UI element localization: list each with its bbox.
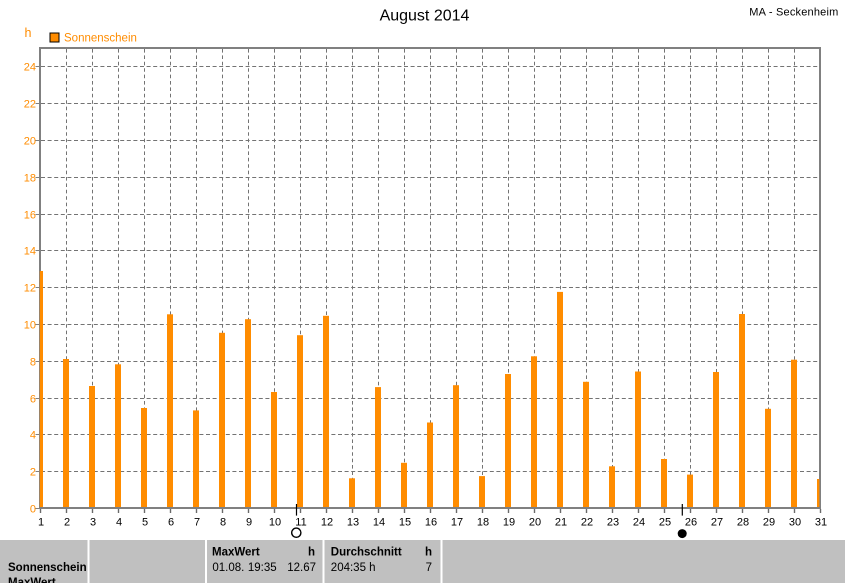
svg-text:h: h [425,546,432,558]
svg-text:10: 10 [269,517,281,529]
svg-text:24: 24 [24,62,36,74]
svg-text:5: 5 [142,517,148,529]
svg-text:2: 2 [64,517,70,529]
svg-text:6: 6 [168,517,174,529]
svg-text:MaxWert: MaxWert [8,577,56,583]
svg-text:3: 3 [90,517,96,529]
svg-text:20: 20 [529,517,541,529]
svg-text:8: 8 [220,517,226,529]
svg-text:16: 16 [425,517,437,529]
svg-text:22: 22 [581,517,593,529]
svg-text:28: 28 [737,517,749,529]
svg-text:14: 14 [24,246,36,258]
svg-text:h: h [308,546,315,558]
svg-text:9: 9 [246,517,252,529]
svg-text:30: 30 [789,517,801,529]
svg-text:7: 7 [426,562,432,574]
svg-text:8: 8 [30,357,36,369]
svg-text:6: 6 [30,394,36,406]
svg-text:7: 7 [194,517,200,529]
svg-text:29: 29 [763,517,775,529]
svg-text:12.67: 12.67 [287,562,316,574]
svg-text:204:35 h: 204:35 h [331,562,376,574]
svg-text:2: 2 [30,467,36,479]
svg-text:27: 27 [711,517,723,529]
svg-text:21: 21 [555,517,567,529]
svg-text:MaxWert: MaxWert [212,546,260,558]
svg-text:01.08.: 01.08. [212,562,244,574]
svg-text:4: 4 [116,517,122,529]
svg-text:MA - Seckenheim: MA - Seckenheim [749,7,838,19]
svg-text:4: 4 [30,430,36,442]
svg-text:12: 12 [24,283,36,295]
svg-text:22: 22 [24,99,36,111]
svg-text:August 2014: August 2014 [380,8,470,25]
svg-text:19: 19 [503,517,515,529]
svg-text:Durchschnitt: Durchschnitt [331,546,402,558]
svg-text:h: h [25,26,32,40]
svg-text:1: 1 [38,517,44,529]
svg-text:24: 24 [633,517,645,529]
svg-text:16: 16 [24,210,36,222]
svg-text:18: 18 [24,173,36,185]
svg-text:0: 0 [30,504,36,516]
svg-text:10: 10 [24,320,36,332]
svg-text:15: 15 [399,517,411,529]
svg-text:Sonnenschein: Sonnenschein [64,33,137,45]
svg-text:26: 26 [685,517,697,529]
svg-text:14: 14 [373,517,385,529]
svg-text:20: 20 [24,136,36,148]
svg-text:Sonnenschein: Sonnenschein [8,562,87,574]
svg-text:19:35: 19:35 [248,562,277,574]
svg-text:25: 25 [659,517,671,529]
svg-text:31: 31 [815,517,827,529]
svg-text:13: 13 [347,517,359,529]
svg-text:18: 18 [477,517,489,529]
svg-text:17: 17 [451,517,463,529]
svg-text:12: 12 [321,517,333,529]
svg-text:23: 23 [607,517,619,529]
svg-text:11: 11 [295,517,306,529]
